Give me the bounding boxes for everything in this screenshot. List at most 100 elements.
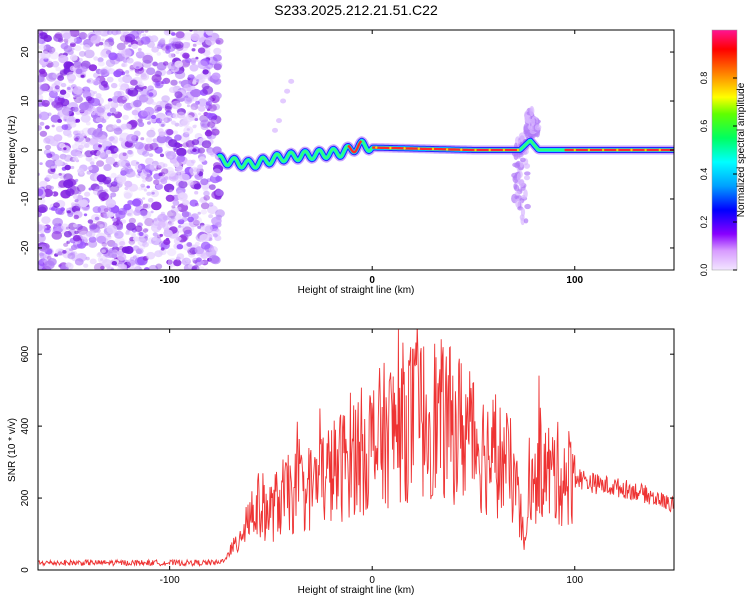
spectrogram-noise-speck [178,180,188,189]
spectrogram-noise-speck [107,176,112,180]
spectrogram-noise-speck [61,107,73,116]
figure-title: S233.2025.212.21.51.C22 [274,2,438,18]
spectrogram-noise-speck [41,99,50,107]
spectrogram-noise-speck [128,213,134,217]
spectrogram-noise-speck [44,137,50,142]
spectrogram-noise-speck [118,137,124,142]
spectrogram-noise-speck [171,32,176,36]
spectrogram-noise-speck [208,254,220,264]
spectrogram-noise-speck [95,228,101,233]
spectrogram-noise-speck [57,118,63,123]
spectrogram-noise-speck [65,262,72,268]
spectrogram-noise-speck [124,36,133,43]
spectrogram-noise-speck [57,75,65,81]
spectrogram-noise-speck [197,98,208,107]
spectrogram-noise-speck [108,52,118,61]
spectrogram-noise-speck [181,211,190,218]
spectrogram-noise-speck [100,68,108,75]
spectrogram-noise-speck [121,219,127,224]
spectrogram-noise-speck [83,263,89,268]
spectrogram-noise-speck [102,259,112,268]
spectrogram-noise-speck [51,173,59,180]
spectrogram-noise-speck [124,186,129,191]
spectrogram-noise-speck [50,207,55,211]
spectrogram-noise-speck [176,244,184,250]
spectrogram-noise-speck [198,138,204,143]
spectrogram-noise-speck [167,117,172,122]
spectrogram-y-tick-label: -20 [20,240,31,255]
spectrogram-noise-speck [112,249,118,255]
spectrogram-noise-speck [190,85,196,90]
spectrogram-noise-speck [183,229,193,237]
spectrogram-noise-speck [178,122,184,127]
spectrogram-noise-speck [98,144,102,148]
spectrogram-noise-speck [179,133,190,143]
spectrogram-noise-speck [155,85,159,89]
spectrogram-noise-speck [106,76,114,83]
spectrogram-noise-speck [116,42,126,51]
spectrogram-noise-speck [103,48,107,52]
spectrogram-noise-speck [129,171,136,177]
spectrogram-noise-speck [150,127,155,132]
snr-series-line [38,329,674,568]
spectrogram-ridge-highlight [630,148,633,152]
spectrogram-noise-speck [38,263,45,270]
spectrogram-noise-speck [87,219,94,224]
spectrogram-noise-speck [172,130,178,135]
spectrogram-noise-speck [90,35,101,44]
spectrogram-noise-speck [84,49,95,59]
spectrogram-noise-speck [207,121,216,128]
spectrogram-noise-speck [132,61,143,70]
spectrogram-noise-speck [191,265,200,270]
spectrogram-noise-speck [118,77,125,83]
spectrogram-noise-speck [63,156,68,160]
spectrogram-noise-speck [127,258,136,267]
spectrogram-noise-speck [122,114,129,121]
spectrogram-noise-speck [157,221,166,228]
spectrogram-noise-speck [166,70,172,75]
spectrogram-noise-speck [140,36,151,45]
spectrogram-noise-speck [159,233,164,237]
spectrogram-noise-speck [72,223,78,228]
spectrogram-noise-speck [135,66,139,69]
spectrogram-noise-speck [85,96,93,102]
spectrogram-noise-speck [157,41,166,48]
spectrogram-streak-speck [515,190,521,196]
spectrogram-noise-speck [121,63,126,67]
spectrogram-noise-speck [95,93,102,99]
spectrogram-noise-speck [65,188,75,197]
spectrogram-noise-speck [64,164,71,171]
spectrogram-noise-speck [39,162,43,166]
spectrogram-noise-speck [170,216,175,220]
spectrogram-noise-speck [70,244,78,251]
spectrogram-noise-speck [131,198,142,207]
spectrogram-noise-speck [142,197,146,200]
spectrogram-noise-speck [100,265,105,270]
spectrogram-noise-speck [144,164,155,173]
spectrogram-noise-speck [54,32,63,39]
spectrogram-streak-speck [528,125,533,131]
spectrogram-noise-speck [142,215,148,220]
spectrogram-noise-speck [88,64,98,72]
spectrogram-noise-speck [202,85,214,95]
spectrogram-streak-speck [523,163,531,169]
spectrogram-noise-speck [151,142,157,148]
spectrogram-noise-speck [168,139,178,148]
colorbar-tick-label: 0.0 [699,264,709,277]
spectrogram-ridge-core [372,146,520,152]
spectrogram-noise-speck [190,103,199,110]
spectrogram-noise-speck [115,164,119,168]
spectrogram-noise-speck [74,258,84,266]
spectrogram-noise-speck [213,47,222,55]
spectrogram-noise-speck [193,219,200,226]
spectrogram-noise-speck [112,124,118,129]
spectrogram-noise-speck [144,203,151,209]
spectrogram-noise-speck [107,98,113,102]
spectrogram-noise-speck [65,226,70,230]
spectrogram-noise-speck [61,223,69,231]
spectrogram-noise-speck [74,199,79,203]
spectrogram-noise-speck [69,30,80,38]
spectrogram-noise-speck [199,196,208,203]
spectrogram-streak-speck [515,198,521,208]
spectrogram-noise-speck [158,176,166,183]
